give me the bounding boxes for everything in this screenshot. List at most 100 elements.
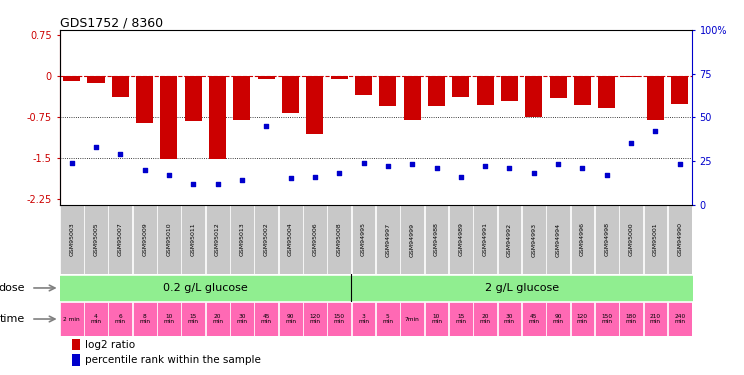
Bar: [303, 302, 327, 336]
Point: [187, 181, 199, 187]
Bar: [157, 205, 181, 274]
Bar: [182, 302, 205, 336]
Text: GSM95005: GSM95005: [94, 223, 98, 256]
Text: GSM95008: GSM95008: [337, 223, 341, 256]
Text: log2 ratio: log2 ratio: [85, 339, 135, 350]
Bar: [307, 76, 324, 134]
Bar: [644, 302, 667, 336]
Text: GSM94988: GSM94988: [434, 222, 439, 256]
Text: GSM94991: GSM94991: [483, 222, 487, 256]
Text: 15
min: 15 min: [455, 314, 466, 324]
Text: GSM94990: GSM94990: [677, 222, 682, 256]
Point: [260, 123, 272, 129]
Bar: [425, 205, 449, 274]
Bar: [668, 205, 692, 274]
Text: GSM95013: GSM95013: [240, 223, 245, 256]
Bar: [400, 302, 424, 336]
Text: GSM95010: GSM95010: [167, 223, 171, 256]
Bar: [473, 302, 497, 336]
Point: [528, 170, 540, 176]
Point: [577, 165, 589, 171]
Bar: [400, 205, 424, 274]
Text: GSM94996: GSM94996: [580, 222, 585, 256]
Bar: [668, 302, 692, 336]
Text: GSM95004: GSM95004: [288, 223, 293, 256]
Bar: [376, 205, 400, 274]
Bar: [132, 302, 156, 336]
Point: [163, 172, 175, 178]
Text: GSM94993: GSM94993: [531, 222, 536, 256]
Bar: [60, 205, 83, 274]
Bar: [257, 76, 275, 79]
Bar: [72, 339, 80, 350]
Bar: [571, 302, 594, 336]
Bar: [157, 302, 181, 336]
Bar: [498, 205, 522, 274]
Text: 30
min: 30 min: [237, 314, 248, 324]
Text: 120
min: 120 min: [577, 314, 588, 324]
Bar: [598, 76, 615, 108]
Text: 180
min: 180 min: [626, 314, 637, 324]
Bar: [279, 205, 303, 274]
Text: 2 min: 2 min: [63, 316, 80, 321]
Text: 4
min: 4 min: [91, 314, 101, 324]
Text: GSM95007: GSM95007: [118, 223, 123, 256]
Text: percentile rank within the sample: percentile rank within the sample: [85, 355, 260, 365]
Bar: [84, 205, 108, 274]
Text: 6
min: 6 min: [115, 314, 126, 324]
Text: GSM94994: GSM94994: [556, 222, 561, 256]
Text: GSM95012: GSM95012: [215, 223, 220, 256]
Bar: [352, 205, 376, 274]
Bar: [136, 76, 153, 123]
Text: 30
min: 30 min: [504, 314, 515, 324]
Bar: [205, 302, 230, 336]
Text: GSM94992: GSM94992: [507, 222, 512, 256]
Bar: [132, 205, 156, 274]
Point: [479, 163, 491, 169]
Text: GSM94998: GSM94998: [604, 222, 609, 256]
Text: 5
min: 5 min: [382, 314, 394, 324]
Bar: [546, 205, 570, 274]
Bar: [355, 76, 372, 96]
Text: 150
min: 150 min: [333, 314, 344, 324]
Text: GDS1752 / 8360: GDS1752 / 8360: [60, 17, 163, 30]
Bar: [72, 354, 80, 366]
Point: [212, 181, 224, 187]
Bar: [425, 302, 449, 336]
Point: [455, 174, 466, 180]
Text: 3
min: 3 min: [358, 314, 369, 324]
Bar: [571, 205, 594, 274]
Bar: [112, 76, 129, 97]
Point: [115, 151, 126, 157]
Point: [431, 165, 443, 171]
Text: 120
min: 120 min: [310, 314, 321, 324]
Text: GSM95006: GSM95006: [312, 223, 318, 256]
Bar: [522, 302, 546, 336]
Text: 45
min: 45 min: [260, 314, 272, 324]
Text: GSM94997: GSM94997: [385, 222, 391, 256]
Text: 20
min: 20 min: [212, 314, 223, 324]
Point: [285, 176, 297, 181]
Bar: [623, 76, 640, 78]
Text: 7min: 7min: [405, 316, 420, 321]
Text: GSM95009: GSM95009: [142, 223, 147, 256]
Text: 210
min: 210 min: [650, 314, 661, 324]
Text: 10
min: 10 min: [431, 314, 442, 324]
Text: 0.2 g/L glucose: 0.2 g/L glucose: [163, 283, 248, 293]
Bar: [647, 76, 664, 120]
Text: 10
min: 10 min: [164, 314, 175, 324]
Bar: [473, 205, 497, 274]
Text: 20
min: 20 min: [480, 314, 491, 324]
Bar: [644, 205, 667, 274]
Bar: [327, 205, 351, 274]
Bar: [84, 302, 108, 336]
Bar: [404, 76, 420, 120]
Text: 45
min: 45 min: [528, 314, 539, 324]
Bar: [279, 302, 303, 336]
Bar: [63, 76, 80, 81]
Bar: [619, 302, 643, 336]
Point: [406, 161, 418, 167]
Point: [504, 165, 516, 171]
Bar: [327, 302, 351, 336]
Text: GSM95000: GSM95000: [629, 223, 634, 256]
